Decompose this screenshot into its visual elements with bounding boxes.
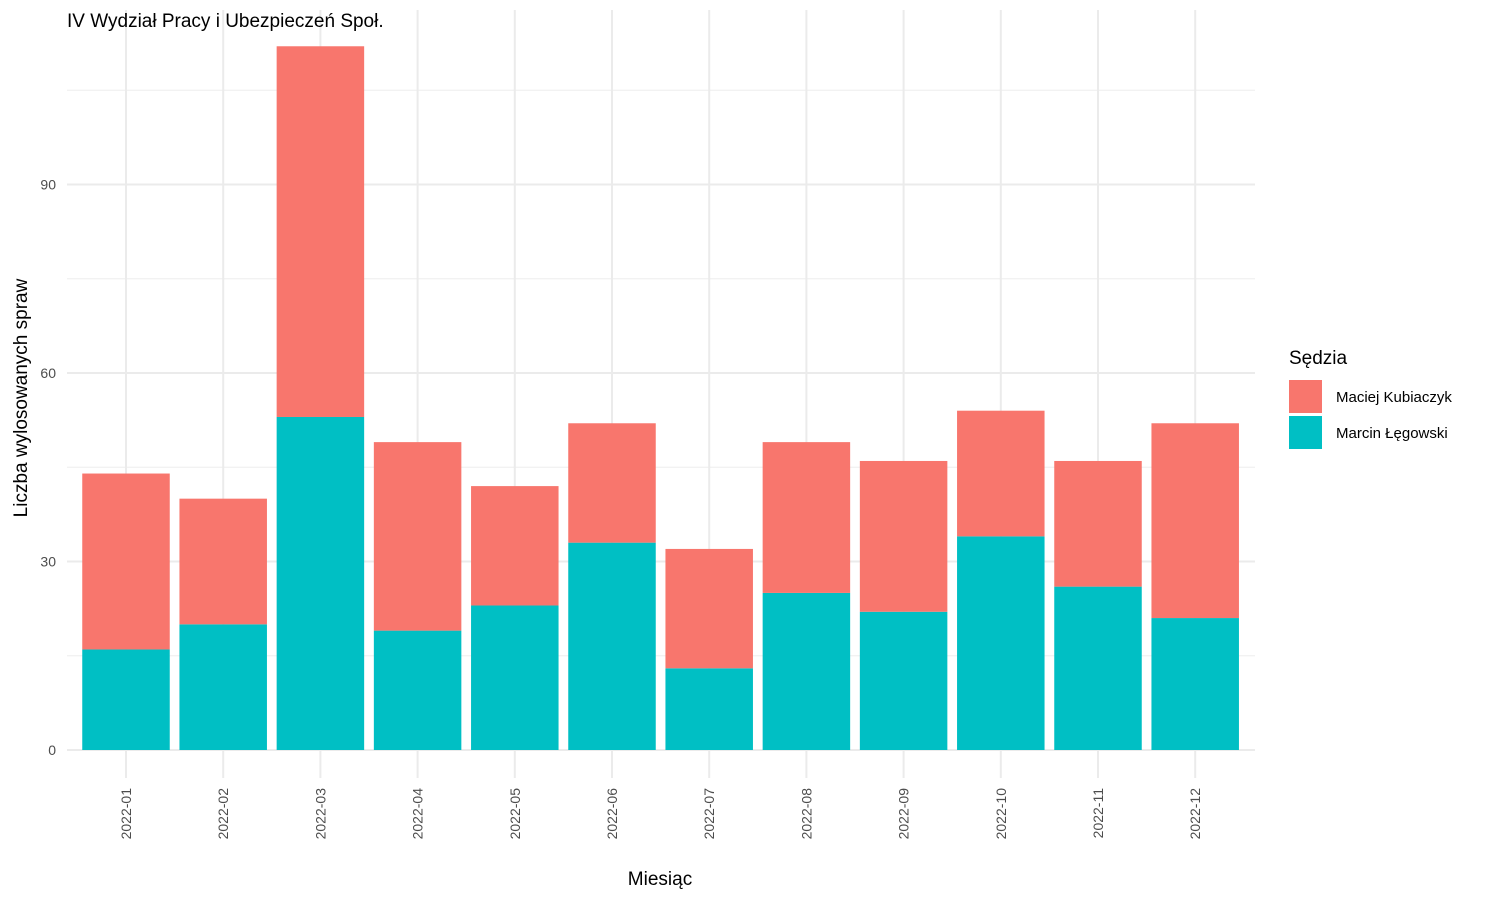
- bar-segment: [471, 486, 559, 606]
- x-tick-label: 2022-12: [1187, 788, 1203, 840]
- y-tick-label: 60: [40, 365, 56, 381]
- bar-segment: [1151, 618, 1239, 750]
- bars: [82, 46, 1239, 750]
- x-tick-label: 2022-03: [312, 788, 328, 840]
- bar-segment: [859, 460, 948, 612]
- x-tick-label: 2022-06: [604, 788, 620, 840]
- x-tick-label: 2022-05: [507, 788, 523, 840]
- y-tick-label: 30: [40, 554, 56, 570]
- y-tick-label: 0: [48, 742, 56, 758]
- bar-segment: [957, 536, 1045, 750]
- bar-segment: [665, 668, 753, 750]
- bar-segment: [1054, 586, 1142, 750]
- bar-segment: [859, 611, 948, 750]
- x-axis-title: Miesiąc: [628, 869, 692, 890]
- legend-label: Marcin Łęgowski: [1336, 425, 1448, 442]
- x-tick-label: 2022-04: [410, 788, 426, 840]
- bar-segment: [179, 498, 267, 625]
- legend: Sędzia Maciej Kubiaczyk Marcin Łęgowski: [1289, 348, 1452, 449]
- x-tick-label: 2022-09: [896, 788, 912, 840]
- bar-segment: [1151, 423, 1239, 619]
- bar-segment: [82, 473, 170, 650]
- bar-segment: [1054, 460, 1142, 587]
- legend-label: Maciej Kubiaczyk: [1336, 389, 1452, 406]
- bar-segment: [373, 442, 462, 631]
- y-axis-title: Liczba wylosowanych spraw: [11, 278, 32, 517]
- bar-segment: [957, 410, 1045, 537]
- bar-segment: [276, 46, 365, 417]
- legend-title: Sędzia: [1289, 348, 1348, 369]
- x-tick-label: 2022-11: [1090, 788, 1106, 839]
- y-tick-label: 90: [40, 177, 56, 193]
- legend-items: Maciej Kubiaczyk Marcin Łęgowski: [1289, 380, 1452, 449]
- bar-segment: [276, 416, 365, 750]
- legend-swatch: [1289, 380, 1322, 413]
- x-tick-label: 2022-01: [118, 788, 134, 840]
- bar-segment: [179, 624, 267, 750]
- bar-segment: [373, 630, 462, 750]
- x-tick-label: 2022-10: [993, 788, 1009, 840]
- x-tick-label: 2022-02: [215, 788, 231, 840]
- y-axis-ticks: 0 30 60 90: [40, 177, 56, 759]
- bar-segment: [471, 605, 559, 750]
- bar-segment: [568, 423, 656, 543]
- x-tick-label: 2022-08: [798, 788, 814, 840]
- x-tick-label: 2022-07: [701, 788, 717, 840]
- bar-segment: [568, 542, 656, 750]
- bar-segment: [665, 548, 753, 669]
- bar-segment: [82, 649, 170, 750]
- x-axis-ticks: 2022-01 2022-02 2022-03 2022-04 2022-05 2022-…: [118, 788, 1203, 840]
- chart-title: IV Wydział Pracy i Ubezpieczeń Społ.: [67, 11, 384, 32]
- bar-segment: [762, 592, 851, 750]
- legend-swatch: [1289, 416, 1322, 449]
- bar-segment: [762, 442, 851, 593]
